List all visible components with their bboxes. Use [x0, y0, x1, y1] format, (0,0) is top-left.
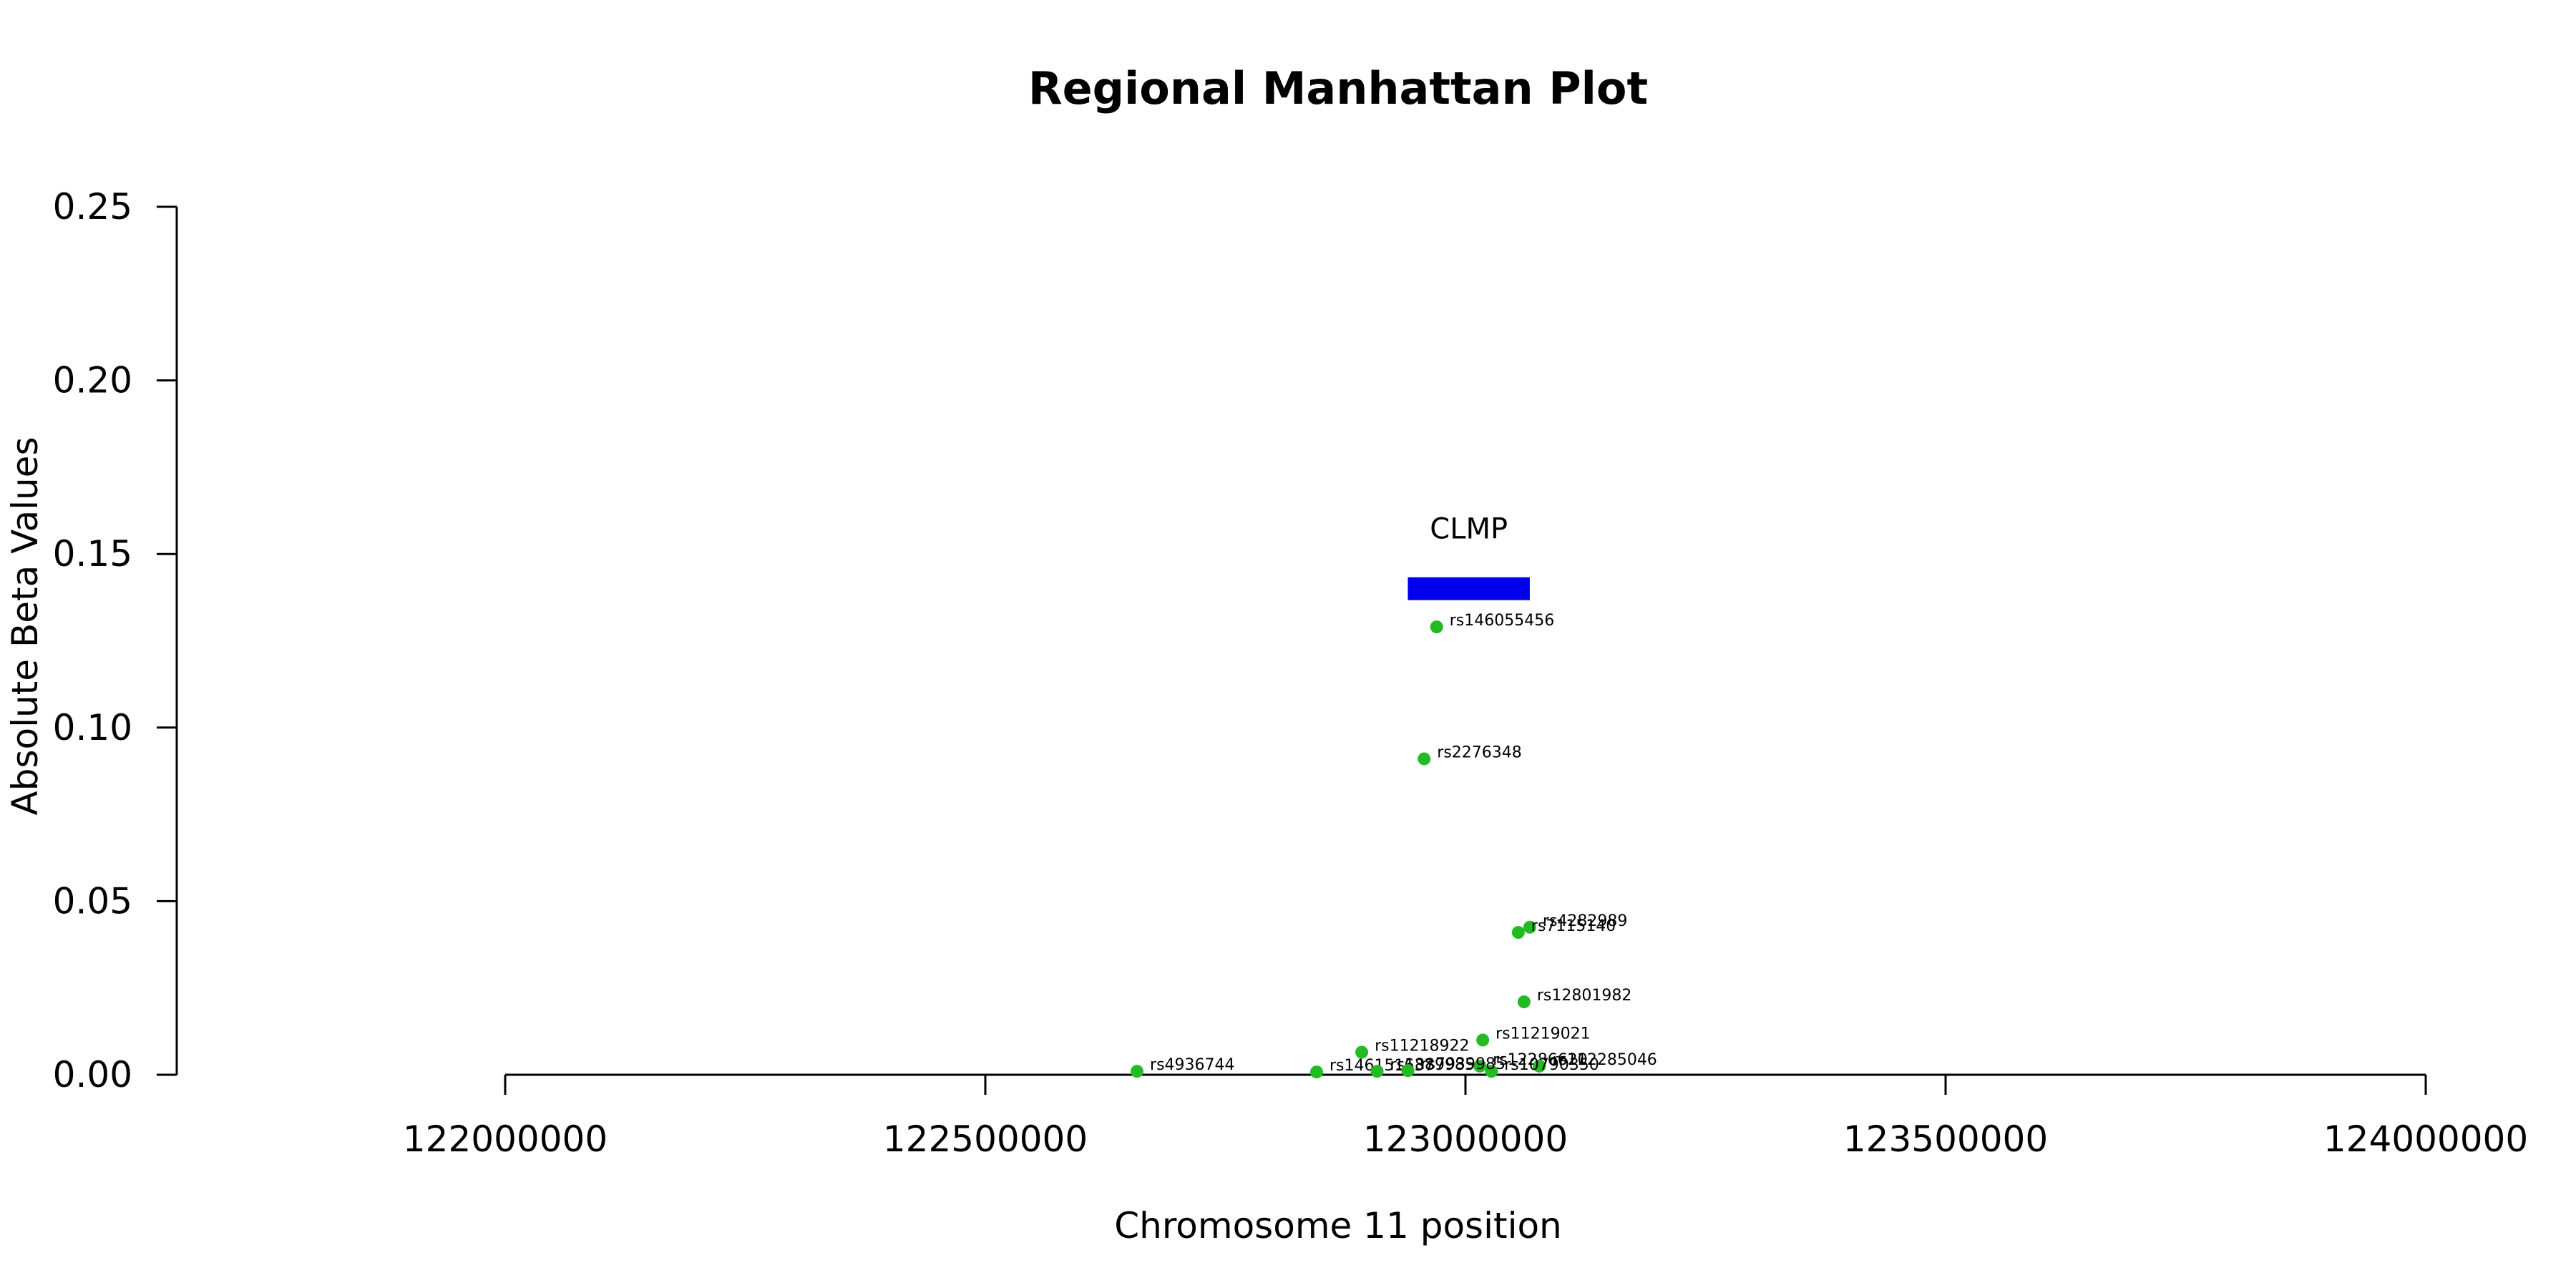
- y-tick-label: 0.25: [53, 186, 132, 228]
- snp-label: rs112285046: [1552, 1051, 1657, 1069]
- snp-point: [1370, 1065, 1384, 1078]
- y-tick-label: 0.05: [53, 880, 132, 922]
- x-tick-label: 122000000: [403, 1118, 608, 1160]
- snp-point: [1517, 995, 1531, 1009]
- snp-point: [1430, 620, 1443, 634]
- snp-point: [1473, 1059, 1487, 1073]
- snp-point: [1131, 1065, 1144, 1078]
- snp-point: [1511, 926, 1525, 940]
- snp-point: [1355, 1045, 1369, 1059]
- gene-label: CLMP: [1430, 513, 1508, 546]
- x-tick-label: 124000000: [2323, 1118, 2528, 1160]
- y-tick-label: 0.10: [53, 707, 132, 748]
- axes: 0.00 0.05 0.10 0.15 0.20 0.25 122000000 1225000…: [53, 186, 2528, 1160]
- snp-label: rs12801982: [1537, 987, 1631, 1005]
- x-tick-label: 123000000: [1363, 1118, 1568, 1160]
- x-tick-label: 123500000: [1843, 1118, 2048, 1160]
- snp-label: rs11219021: [1496, 1025, 1590, 1043]
- gene-track: CLMP: [1407, 513, 1530, 600]
- snp-point: [1309, 1065, 1323, 1079]
- snp-label: rs11218922: [1375, 1037, 1469, 1055]
- x-axis-title: Chromosome 11 position: [1114, 1205, 1562, 1246]
- snp-label: rs2276348: [1437, 743, 1522, 761]
- snp-label: rs146055456: [1450, 612, 1554, 630]
- chart-title: Regional Manhattan Plot: [1028, 62, 1648, 114]
- snp-label: rs10790350: [1504, 1056, 1599, 1074]
- snp-label: rs4282989: [1543, 912, 1628, 930]
- snp-point: [1401, 1064, 1415, 1078]
- y-tick-label: 0.15: [53, 533, 132, 575]
- snp-label: rs4936744: [1150, 1056, 1235, 1074]
- snp-point: [1533, 1059, 1546, 1073]
- y-tick-label: 0.00: [53, 1054, 132, 1096]
- snp-point: [1476, 1033, 1490, 1047]
- y-axis-title: Absolute Beta Values: [4, 437, 46, 816]
- snp-label: rs7115140: [1531, 917, 1616, 935]
- snp-point: [1418, 752, 1431, 766]
- y-tick-label: 0.20: [53, 360, 132, 401]
- snp-label: rs7939985: [1420, 1055, 1506, 1073]
- snp-point: [1485, 1065, 1498, 1078]
- snp-point: [1523, 920, 1536, 934]
- gene-bar: [1407, 577, 1530, 600]
- x-tick-label: 122500000: [883, 1118, 1088, 1160]
